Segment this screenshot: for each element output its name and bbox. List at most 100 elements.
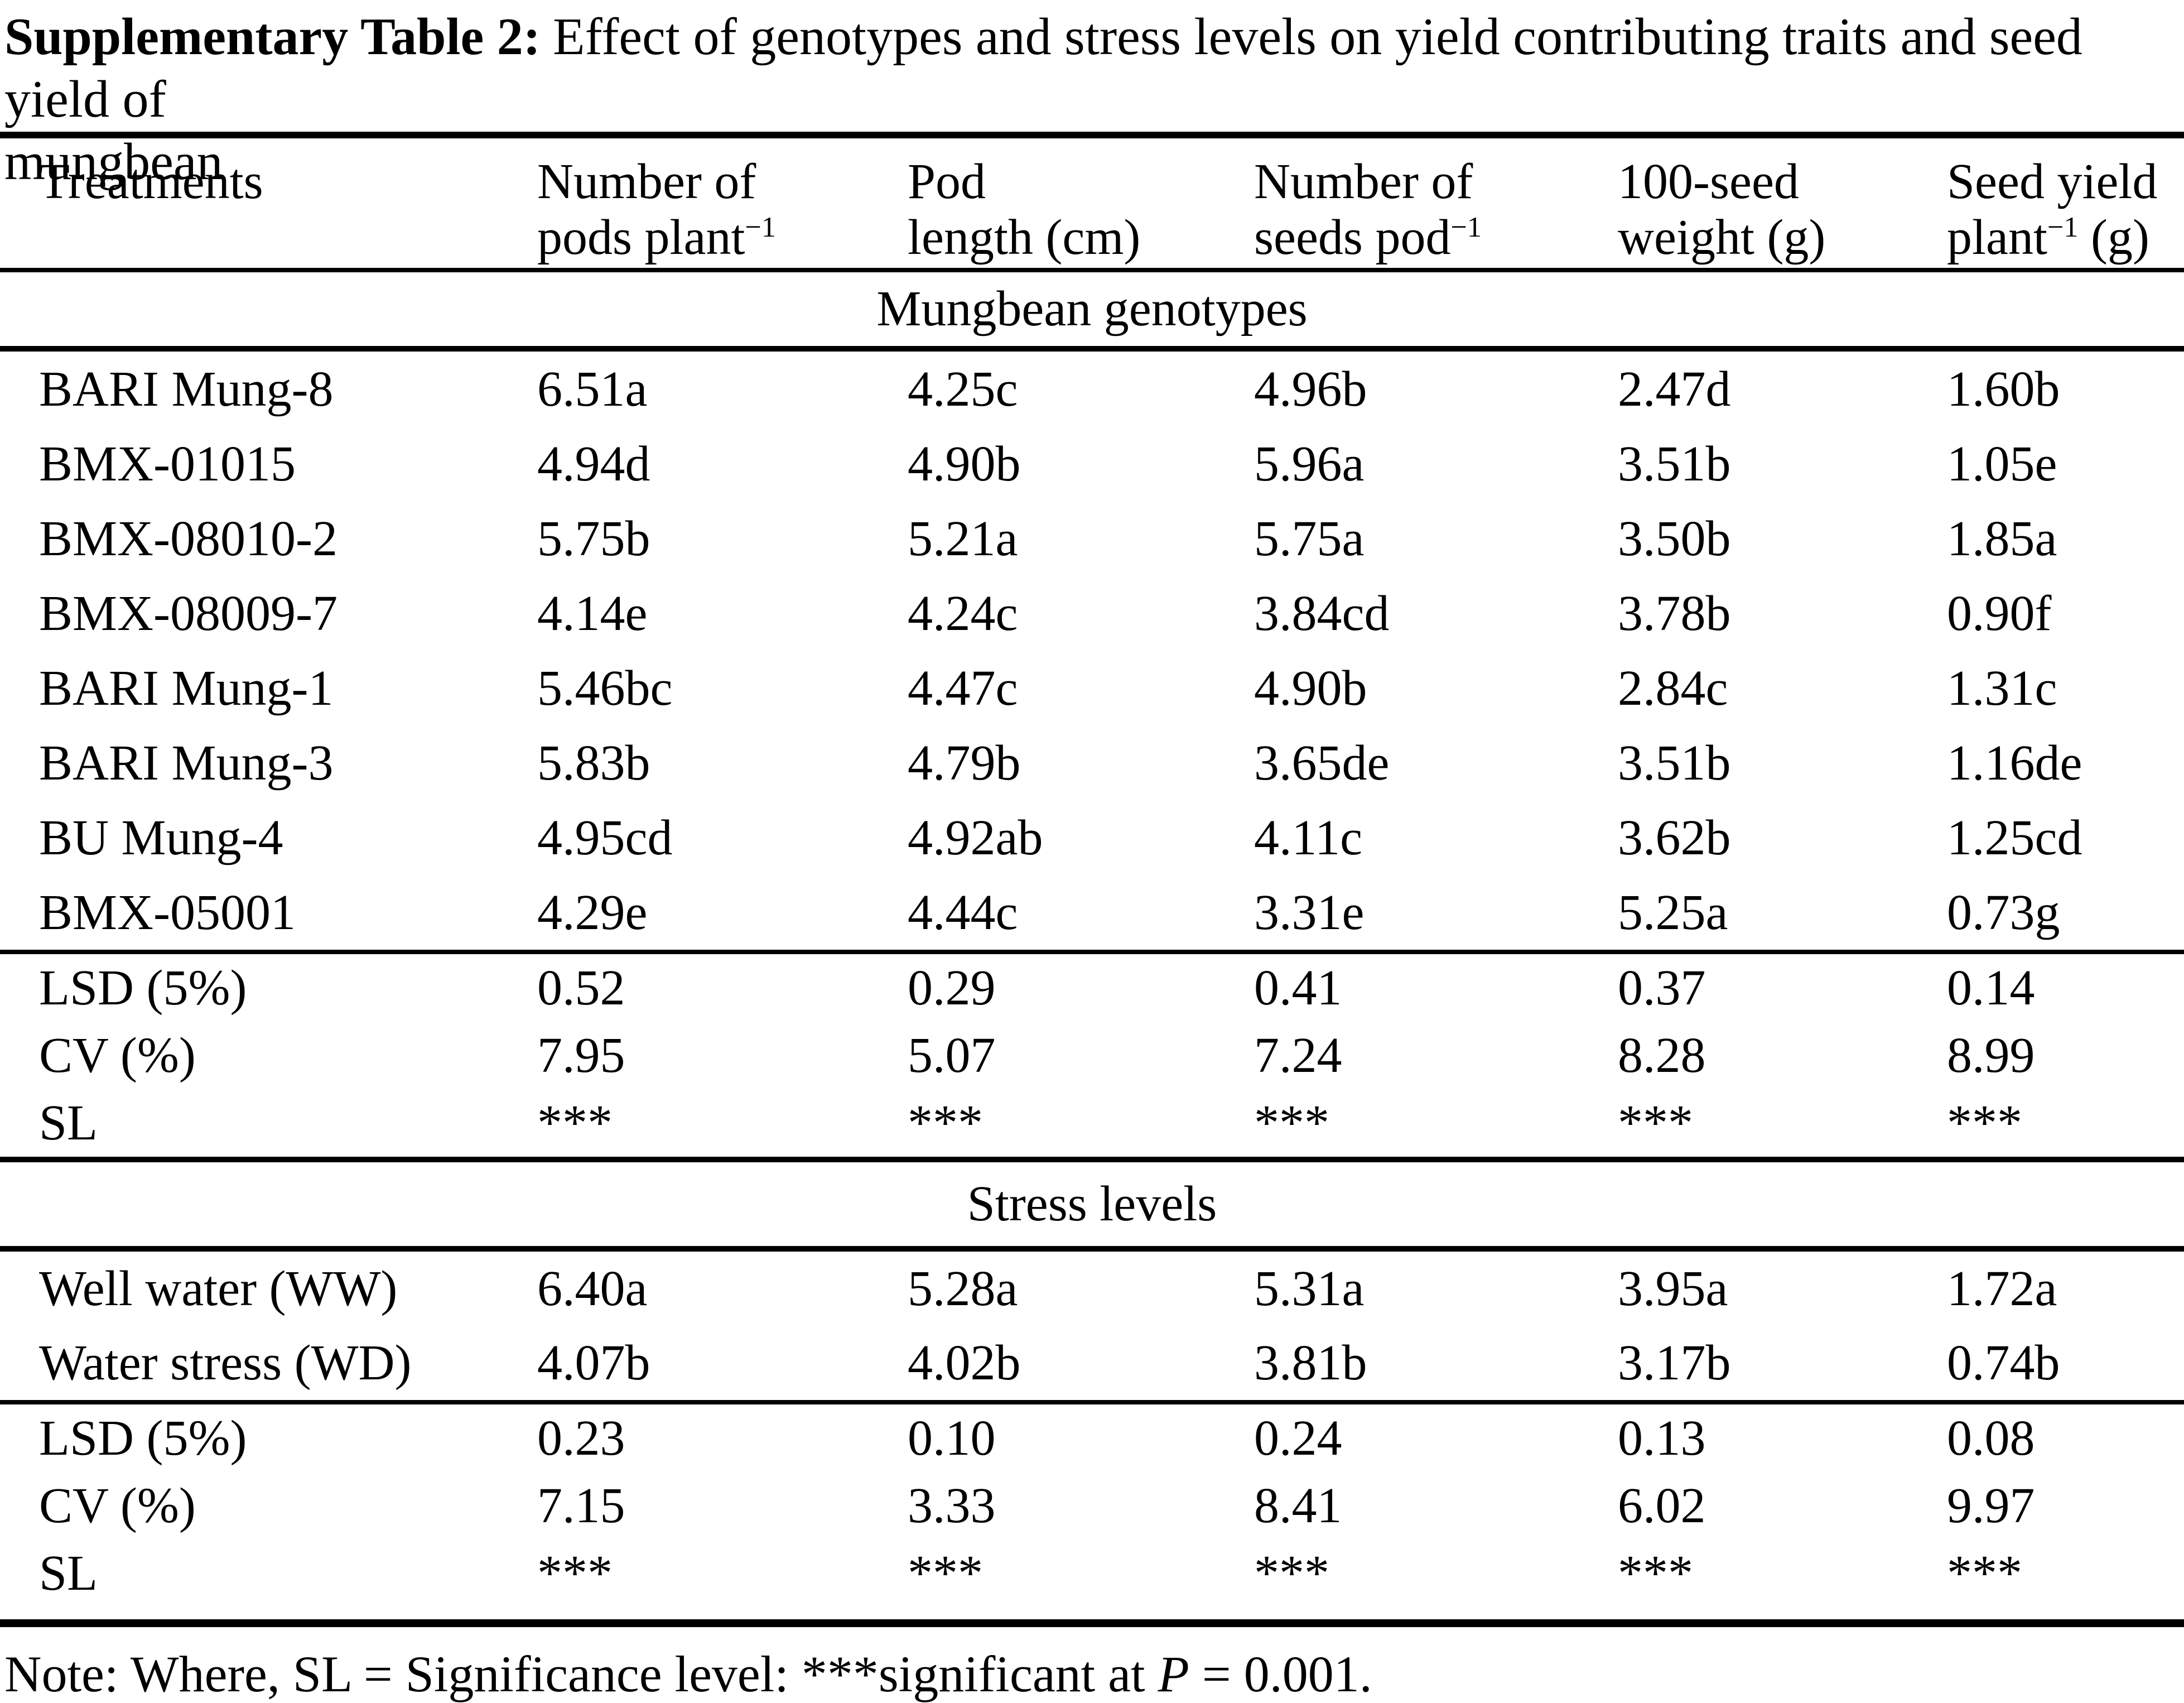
value-cell: 0.37 bbox=[1618, 960, 1706, 1016]
stat-name: SL bbox=[39, 1546, 98, 1601]
value-cell: 5.28a bbox=[908, 1261, 1018, 1316]
value-cell: 1.16de bbox=[1947, 735, 2082, 791]
treatment-name: BMX-05001 bbox=[39, 884, 296, 940]
value-cell: 4.14e bbox=[537, 585, 648, 641]
note-text: Note: Where, SL = Significance level: **… bbox=[4, 1646, 1158, 1702]
value-cell: 6.02 bbox=[1618, 1478, 1706, 1533]
value-cell: 0.29 bbox=[908, 960, 996, 1016]
caption-line-1: Supplementary Table 2: Effect of genotype… bbox=[4, 6, 2184, 131]
rule-below-stress-rows bbox=[0, 1400, 2184, 1404]
value-cell: 3.51b bbox=[1618, 735, 1731, 791]
value-cell: *** bbox=[1618, 1095, 1693, 1151]
value-cell: 1.05e bbox=[1947, 436, 2057, 492]
value-cell: *** bbox=[1947, 1546, 2022, 1601]
stat-name: SL bbox=[39, 1095, 98, 1151]
value-cell: *** bbox=[537, 1546, 613, 1601]
col-header-pod-length: Pod length (cm) bbox=[908, 154, 1141, 265]
value-cell: 1.31c bbox=[1947, 660, 2057, 716]
treatment-name: Water stress (WD) bbox=[39, 1335, 412, 1391]
value-cell: *** bbox=[1947, 1095, 2022, 1151]
table-row-cv: CV (%) 7.15 3.33 8.41 6.02 9.97 bbox=[0, 1472, 2184, 1540]
treatment-name: BARI Mung-1 bbox=[39, 660, 334, 716]
rule-above-stress-header bbox=[0, 1157, 2184, 1162]
section-header-mungbean-genotypes: Mungbean genotypes bbox=[876, 281, 1308, 336]
treatment-name: Well water (WW) bbox=[39, 1261, 398, 1316]
value-cell: 8.99 bbox=[1947, 1028, 2035, 1083]
value-cell: 3.33 bbox=[908, 1478, 996, 1533]
rule-below-header bbox=[0, 268, 2184, 272]
value-cell: 5.83b bbox=[537, 735, 650, 791]
value-cell: 3.50b bbox=[1618, 511, 1731, 566]
stat-name: LSD (5%) bbox=[39, 960, 247, 1016]
value-cell: *** bbox=[908, 1095, 983, 1151]
value-cell: 4.79b bbox=[908, 735, 1021, 791]
value-cell: 3.51b bbox=[1618, 436, 1731, 492]
value-cell: 3.95a bbox=[1618, 1261, 1728, 1316]
stat-name: CV (%) bbox=[39, 1478, 196, 1533]
treatment-name: BARI Mung-8 bbox=[39, 361, 334, 417]
table-row: BARI Mung-8 6.51a 4.25c 4.96b 2.47d 1.60… bbox=[0, 352, 2184, 426]
col-header-treatments: Treatments bbox=[39, 154, 263, 209]
value-cell: 4.07b bbox=[537, 1335, 650, 1391]
table-row: Well water (WW) 6.40a 5.28a 5.31a 3.95a … bbox=[0, 1252, 2184, 1326]
table-row-lsd: LSD (5%) 0.52 0.29 0.41 0.37 0.14 bbox=[0, 954, 2184, 1022]
value-cell: 5.21a bbox=[908, 511, 1018, 566]
value-cell: 3.65de bbox=[1254, 735, 1390, 791]
rule-top bbox=[0, 132, 2184, 138]
value-cell: 4.94d bbox=[537, 436, 650, 492]
value-cell: 3.78b bbox=[1618, 585, 1731, 641]
note-text-end: = 0.001. bbox=[1189, 1646, 1372, 1702]
caption-label: Supplementary Table 2: bbox=[4, 8, 541, 66]
col-header-seed-yield: Seed yield plant−1 (g) bbox=[1947, 154, 2158, 265]
value-cell: 0.14 bbox=[1947, 960, 2035, 1016]
value-cell: *** bbox=[1254, 1095, 1329, 1151]
value-cell: 9.97 bbox=[1947, 1478, 2035, 1533]
value-cell: 4.90b bbox=[1254, 660, 1367, 716]
table-row: BARI Mung-1 5.46bc 4.47c 4.90b 2.84c 1.3… bbox=[0, 651, 2184, 725]
value-cell: 5.75b bbox=[537, 511, 650, 566]
rule-below-stress-header bbox=[0, 1246, 2184, 1252]
value-cell: 4.29e bbox=[537, 884, 648, 940]
table-row: BU Mung-4 4.95cd 4.92ab 4.11c 3.62b 1.25… bbox=[0, 800, 2184, 875]
table-row: BMX-08010-2 5.75b 5.21a 5.75a 3.50b 1.85… bbox=[0, 501, 2184, 576]
value-cell: 0.10 bbox=[908, 1411, 996, 1466]
value-cell: *** bbox=[537, 1095, 613, 1151]
stat-name: CV (%) bbox=[39, 1028, 196, 1083]
value-cell: 1.25cd bbox=[1947, 810, 2082, 865]
treatment-name: BMX-08009-7 bbox=[39, 585, 338, 641]
value-cell: *** bbox=[908, 1546, 983, 1601]
value-cell: 3.17b bbox=[1618, 1335, 1731, 1391]
value-cell: 4.11c bbox=[1254, 810, 1363, 865]
value-cell: 0.73g bbox=[1947, 884, 2060, 940]
value-cell: 4.90b bbox=[908, 436, 1021, 492]
rule-bottom bbox=[0, 1619, 2184, 1627]
value-cell: 7.24 bbox=[1254, 1028, 1342, 1083]
stat-name: LSD (5%) bbox=[39, 1411, 247, 1466]
value-cell: 3.31e bbox=[1254, 884, 1365, 940]
value-cell: 6.51a bbox=[537, 361, 648, 417]
superscript: −1 bbox=[1450, 211, 1482, 243]
treatment-name: BARI Mung-3 bbox=[39, 735, 334, 791]
col-header-seeds-per-pod: Number of seeds pod−1 bbox=[1254, 154, 1482, 265]
value-cell: 1.85a bbox=[1947, 511, 2057, 566]
value-cell: 0.52 bbox=[537, 960, 625, 1016]
value-cell: 1.60b bbox=[1947, 361, 2060, 417]
value-cell: 1.72a bbox=[1947, 1261, 2057, 1316]
value-cell: 0.41 bbox=[1254, 960, 1342, 1016]
table-row: BMX-01015 4.94d 4.90b 5.96a 3.51b 1.05e bbox=[0, 426, 2184, 501]
table-note: Note: Where, SL = Significance level: **… bbox=[0, 1645, 2184, 1703]
value-cell: 4.92ab bbox=[908, 810, 1043, 865]
value-cell: 7.15 bbox=[537, 1478, 625, 1533]
value-cell: 3.81b bbox=[1254, 1335, 1367, 1391]
col-header-pods-per-plant: Number of pods plant−1 bbox=[537, 154, 777, 265]
table-row: BMX-08009-7 4.14e 4.24c 3.84cd 3.78b 0.9… bbox=[0, 576, 2184, 651]
value-cell: 4.24c bbox=[908, 585, 1018, 641]
value-cell: *** bbox=[1254, 1546, 1329, 1601]
value-cell: 2.84c bbox=[1618, 660, 1728, 716]
value-cell: *** bbox=[1618, 1546, 1693, 1601]
value-cell: 2.47d bbox=[1618, 361, 1731, 417]
value-cell: 4.95cd bbox=[537, 810, 673, 865]
value-cell: 3.84cd bbox=[1254, 585, 1390, 641]
value-cell: 0.23 bbox=[537, 1411, 625, 1466]
